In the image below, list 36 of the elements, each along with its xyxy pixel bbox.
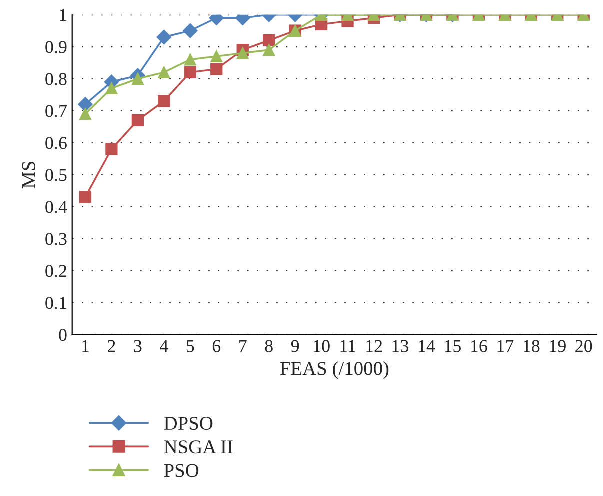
y-tick-label: 0.8 (46, 73, 67, 86)
legend-label: NSGA II (164, 440, 233, 454)
x-axis-title: FEAS (/1000) (280, 362, 389, 380)
y-tick-label: 1 (60, 9, 66, 22)
x-tick-label: 5 (186, 340, 194, 352)
x-tick-label: 17 (498, 340, 514, 352)
x-tick-label: 14 (419, 340, 436, 352)
x-tick-label: 19 (550, 340, 566, 352)
x-tick-label: 16 (471, 340, 488, 352)
y-tick-label: 0.1 (46, 297, 66, 310)
y-tick-label: 0 (59, 329, 67, 342)
y-axis-title: MS (22, 162, 36, 188)
x-tick-label: 11 (340, 340, 356, 352)
y-tick-label: 0.6 (46, 137, 67, 150)
x-tick-label: 6 (212, 340, 221, 352)
x-tick-label: 15 (445, 340, 462, 352)
y-tick-label: 0.3 (46, 233, 67, 246)
legend-label: DPSO (164, 417, 213, 430)
x-tick-label: 20 (576, 340, 592, 352)
x-tick-label: 13 (392, 340, 409, 352)
y-tick-label: 0.9 (46, 41, 67, 54)
x-tick-label: 3 (134, 340, 142, 352)
x-tick-label: 7 (240, 340, 247, 352)
legend-label: PSO (164, 464, 199, 478)
y-tick-label: 0.7 (46, 105, 67, 118)
x-tick-label: 18 (524, 340, 540, 352)
x-tick-label: 2 (108, 340, 116, 352)
y-tick-label: 0.5 (46, 169, 67, 182)
x-tick-label: 10 (314, 340, 330, 352)
x-tick-label: 4 (160, 340, 168, 352)
y-tick-label: 0.2 (46, 265, 67, 278)
y-tick-label: 0.4 (46, 201, 68, 214)
x-tick-label: 9 (291, 340, 300, 352)
x-tick-label: 12 (366, 340, 382, 352)
x-tick-label: 8 (265, 340, 273, 352)
x-tick-label: 1 (82, 340, 89, 352)
